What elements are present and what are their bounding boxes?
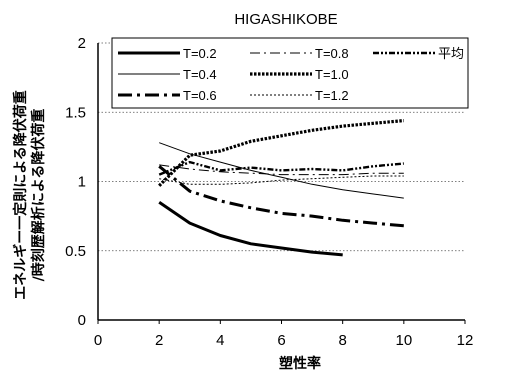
- series-line-6: [159, 175, 404, 185]
- y-axis-label: エネルギー一定則による降伏荷重 /時刻歴解析による降伏荷重: [12, 90, 47, 300]
- legend-label-5: T=1.0: [315, 67, 349, 82]
- x-axis-label: 塑性率: [279, 355, 321, 372]
- legend-label-6: T=1.2: [315, 88, 349, 103]
- legend-label-2: T=0.4: [183, 67, 217, 82]
- x-tick-label: 4: [216, 332, 224, 349]
- legend-label-4: T=0.8: [315, 46, 349, 61]
- legend: T=0.2 T=0.4 T=0.6 T=0.8 T=1.0 T=1.2 平均: [111, 37, 469, 109]
- series-line-3: [158, 165, 404, 228]
- y-axis-label-line-2: /時刻歴解析による降伏荷重: [30, 109, 47, 282]
- x-tick-label: 8: [338, 332, 346, 349]
- y-tick-label: 2: [78, 35, 86, 52]
- x-tick-label: 0: [94, 332, 102, 349]
- x-tick-label: 6: [277, 332, 285, 349]
- series-line-5: [158, 119, 404, 187]
- legend-label-3: T=0.6: [183, 88, 217, 103]
- series-lines: [158, 119, 404, 257]
- x-tick-label: 2: [155, 332, 163, 349]
- x-tick-label: 10: [395, 332, 412, 349]
- tick-labels: 0 2 4 6 8 10 12 0 0.5 1 1.5 2: [65, 35, 473, 349]
- y-tick-label: 1: [78, 174, 86, 191]
- y-tick-label: 0: [78, 312, 86, 329]
- y-tick-label: 0.5: [65, 243, 86, 260]
- y-tick-label: 1.5: [65, 104, 86, 121]
- y-axis-label-line-1: エネルギー一定則による降伏荷重: [12, 90, 29, 300]
- legend-label-7: 平均: [438, 46, 464, 61]
- x-tick-label: 12: [457, 332, 474, 349]
- series-line-1: [158, 201, 343, 257]
- chart-title: HIGASHIKOBE: [234, 11, 337, 28]
- legend-label-1: T=0.2: [183, 46, 217, 61]
- series-line-4: [159, 164, 404, 176]
- series-line-7: [158, 160, 404, 176]
- series-line-2: [159, 142, 404, 199]
